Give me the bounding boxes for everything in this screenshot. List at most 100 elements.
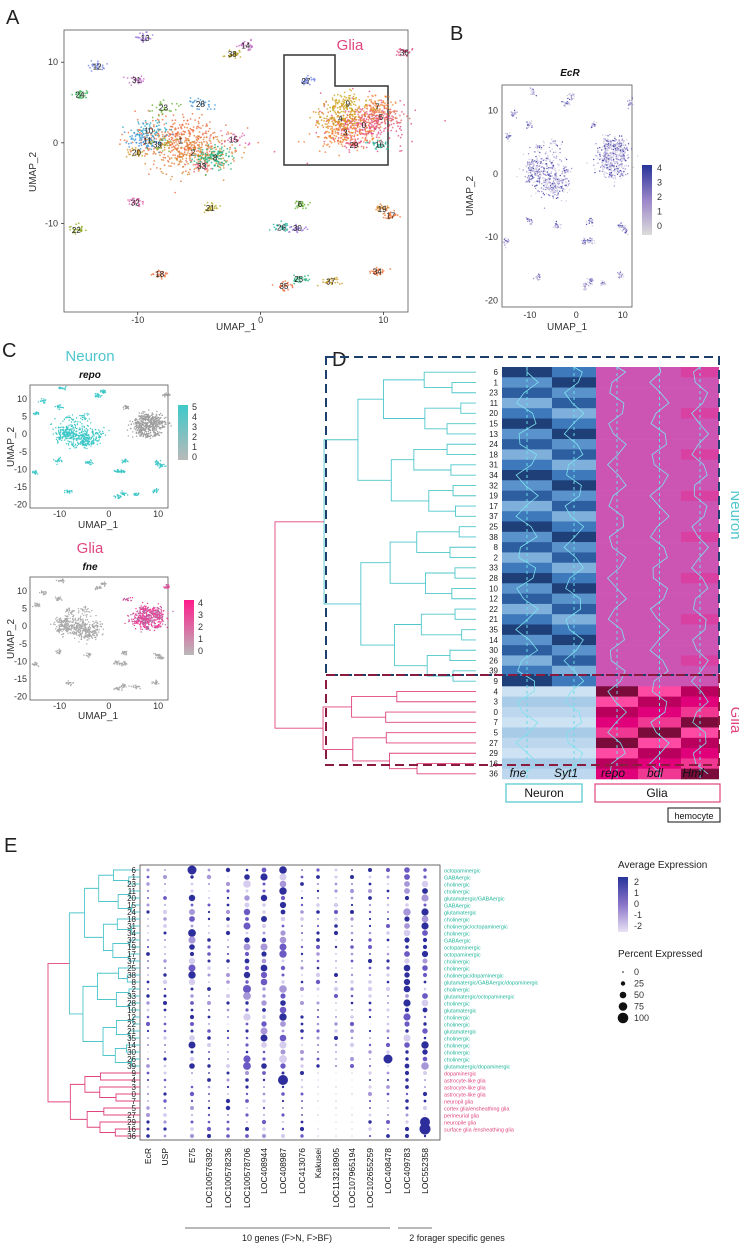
cluster-point xyxy=(329,141,331,143)
umap-point xyxy=(623,151,624,152)
umap-point xyxy=(620,170,621,171)
cluster-point xyxy=(373,137,375,139)
umap-point xyxy=(621,175,622,176)
umap-point xyxy=(140,425,141,426)
cluster-point xyxy=(217,146,219,148)
umap-point xyxy=(604,159,605,160)
umap-point xyxy=(152,412,153,413)
umap-point xyxy=(44,400,45,401)
umap-point xyxy=(588,240,589,241)
umap-point xyxy=(530,179,531,180)
cluster-point xyxy=(370,126,372,128)
umap-point xyxy=(606,140,607,141)
umap-point xyxy=(560,227,561,228)
umap-point xyxy=(572,93,573,94)
cluster-point xyxy=(218,169,220,171)
cluster-point xyxy=(211,145,213,147)
cluster-point xyxy=(150,168,152,170)
cluster-point xyxy=(346,109,348,111)
cluster-point xyxy=(164,124,166,126)
cluster-point xyxy=(326,108,328,110)
cluster-point xyxy=(399,150,401,152)
cluster-point xyxy=(364,114,366,116)
umap-point xyxy=(533,181,534,182)
cluster-point xyxy=(197,154,199,156)
cluster-point xyxy=(313,111,315,113)
cluster-point xyxy=(251,46,253,48)
cluster-point xyxy=(198,136,200,138)
umap-point xyxy=(545,174,546,175)
cluster-point xyxy=(368,114,370,116)
umap-point xyxy=(604,146,605,147)
cluster-label-31: 31 xyxy=(132,76,141,85)
umap-point xyxy=(599,147,600,148)
umap-point xyxy=(573,95,574,96)
umap-point xyxy=(555,175,556,176)
umap-point xyxy=(558,192,559,193)
cluster-point xyxy=(389,125,391,127)
cluster-point xyxy=(170,140,172,142)
umap-point xyxy=(565,177,566,178)
cluster-point xyxy=(378,133,380,135)
cluster-point xyxy=(167,145,169,147)
cluster-point xyxy=(190,118,192,120)
cluster-point xyxy=(380,134,382,136)
umap-a-xlabel: UMAP_1 xyxy=(216,322,256,333)
cluster-point xyxy=(350,104,352,106)
cluster-point xyxy=(320,92,322,94)
cluster-point xyxy=(241,135,243,137)
cluster-point xyxy=(370,272,372,274)
umap-point xyxy=(620,164,621,165)
umap-point xyxy=(541,187,542,188)
umap-point xyxy=(528,177,529,178)
cluster-point xyxy=(166,134,168,136)
cluster-label-30: 30 xyxy=(293,224,302,233)
umap-point xyxy=(591,124,592,125)
cluster-point xyxy=(209,128,211,130)
cluster-label-36: 36 xyxy=(400,49,409,58)
cluster-point xyxy=(215,136,217,138)
cluster-point xyxy=(180,132,182,134)
umap-point xyxy=(531,195,532,196)
umap-point xyxy=(145,414,146,415)
cluster-point xyxy=(387,107,389,109)
umap-point xyxy=(534,151,535,152)
cluster-point xyxy=(323,104,325,106)
cluster-point xyxy=(153,124,155,126)
cluster-point xyxy=(311,79,313,81)
cluster-point xyxy=(366,122,368,124)
umap-point xyxy=(160,417,161,418)
cluster-point xyxy=(307,275,309,277)
cluster-point xyxy=(202,133,204,135)
umap-point xyxy=(141,413,142,414)
umap-point xyxy=(148,409,149,410)
cluster-label-37: 37 xyxy=(326,277,335,286)
cluster-point xyxy=(344,138,346,140)
umap-point xyxy=(87,425,88,426)
umap-point xyxy=(554,174,555,175)
umap-point xyxy=(583,286,584,287)
umap-point xyxy=(71,441,72,442)
cluster-point xyxy=(138,37,140,39)
cluster-label-5: 5 xyxy=(379,113,384,122)
umap-point xyxy=(587,281,588,282)
cluster-point xyxy=(167,142,169,144)
cluster-point xyxy=(361,117,363,119)
cluster-point xyxy=(389,109,391,111)
umap-point xyxy=(613,149,614,150)
umap-point xyxy=(96,436,97,437)
umap-point xyxy=(159,414,160,415)
umap-point xyxy=(99,436,100,437)
umap-point xyxy=(79,439,80,440)
umap-point xyxy=(141,427,142,428)
umap-point xyxy=(614,136,615,137)
cluster-point xyxy=(303,141,305,143)
umap-point xyxy=(620,145,621,146)
cluster-point xyxy=(144,155,146,157)
cluster-point xyxy=(193,142,195,144)
umap-point xyxy=(73,437,74,438)
cluster-point xyxy=(354,134,356,136)
cluster-point xyxy=(318,136,320,138)
umap-point xyxy=(607,135,608,136)
cluster-label-24: 24 xyxy=(76,91,85,100)
